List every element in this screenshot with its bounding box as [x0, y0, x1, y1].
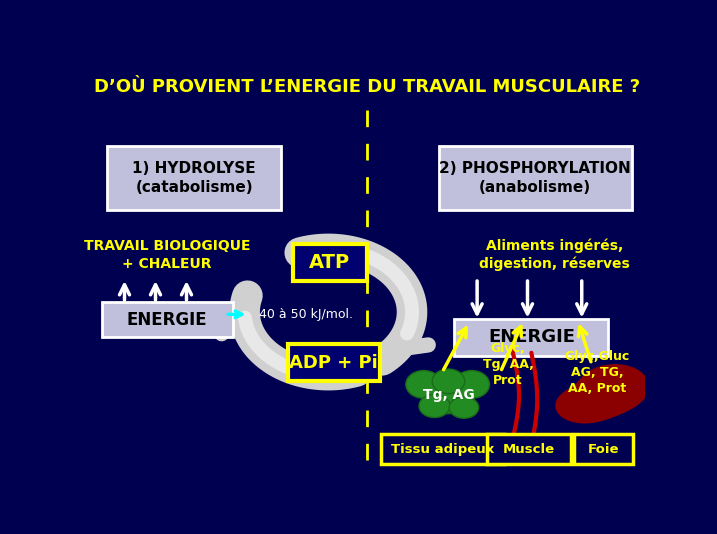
Text: ENERGIE: ENERGIE [488, 328, 575, 347]
Text: D’OÙ PROVIENT L’ENERGIE DU TRAVAIL MUSCULAIRE ?: D’OÙ PROVIENT L’ENERGIE DU TRAVAIL MUSCU… [94, 78, 640, 96]
Ellipse shape [454, 371, 490, 398]
FancyBboxPatch shape [102, 302, 232, 337]
Text: Glyc,
Tg, AA,
Prot: Glyc, Tg, AA, Prot [483, 342, 533, 387]
FancyBboxPatch shape [439, 146, 632, 210]
FancyBboxPatch shape [574, 434, 633, 465]
Text: TRAVAIL BIOLOGIQUE
+ CHALEUR: TRAVAIL BIOLOGIQUE + CHALEUR [84, 239, 250, 271]
Text: 1) HYDROLYSE
(catabolisme): 1) HYDROLYSE (catabolisme) [133, 161, 256, 195]
Ellipse shape [422, 376, 475, 414]
Ellipse shape [432, 369, 465, 394]
Text: ADP + Pi: ADP + Pi [290, 354, 378, 372]
Text: ATP: ATP [309, 253, 351, 272]
FancyBboxPatch shape [381, 434, 504, 465]
Ellipse shape [406, 371, 442, 398]
Ellipse shape [419, 395, 450, 418]
FancyBboxPatch shape [288, 344, 380, 381]
Text: Foie: Foie [588, 443, 619, 456]
Text: ENERGIE: ENERGIE [127, 311, 207, 329]
Text: Tissu adipeux: Tissu adipeux [391, 443, 494, 456]
FancyBboxPatch shape [293, 244, 367, 281]
Text: 2) PHOSPHORYLATION
(anabolisme): 2) PHOSPHORYLATION (anabolisme) [440, 161, 631, 195]
Text: Glyc,Gluc
AG, TG,
AA, Prot: Glyc,Gluc AG, TG, AA, Prot [564, 350, 630, 395]
FancyBboxPatch shape [487, 434, 571, 465]
Ellipse shape [450, 397, 479, 418]
FancyBboxPatch shape [108, 146, 281, 210]
Text: Tg, AG: Tg, AG [422, 388, 475, 402]
Polygon shape [555, 364, 649, 423]
Text: Aliments ingérés,
digestion, réserves: Aliments ingérés, digestion, réserves [479, 239, 630, 271]
Text: 40 à 50 kJ/mol.: 40 à 50 kJ/mol. [259, 308, 353, 321]
FancyBboxPatch shape [455, 319, 609, 356]
Text: Muscle: Muscle [503, 443, 555, 456]
